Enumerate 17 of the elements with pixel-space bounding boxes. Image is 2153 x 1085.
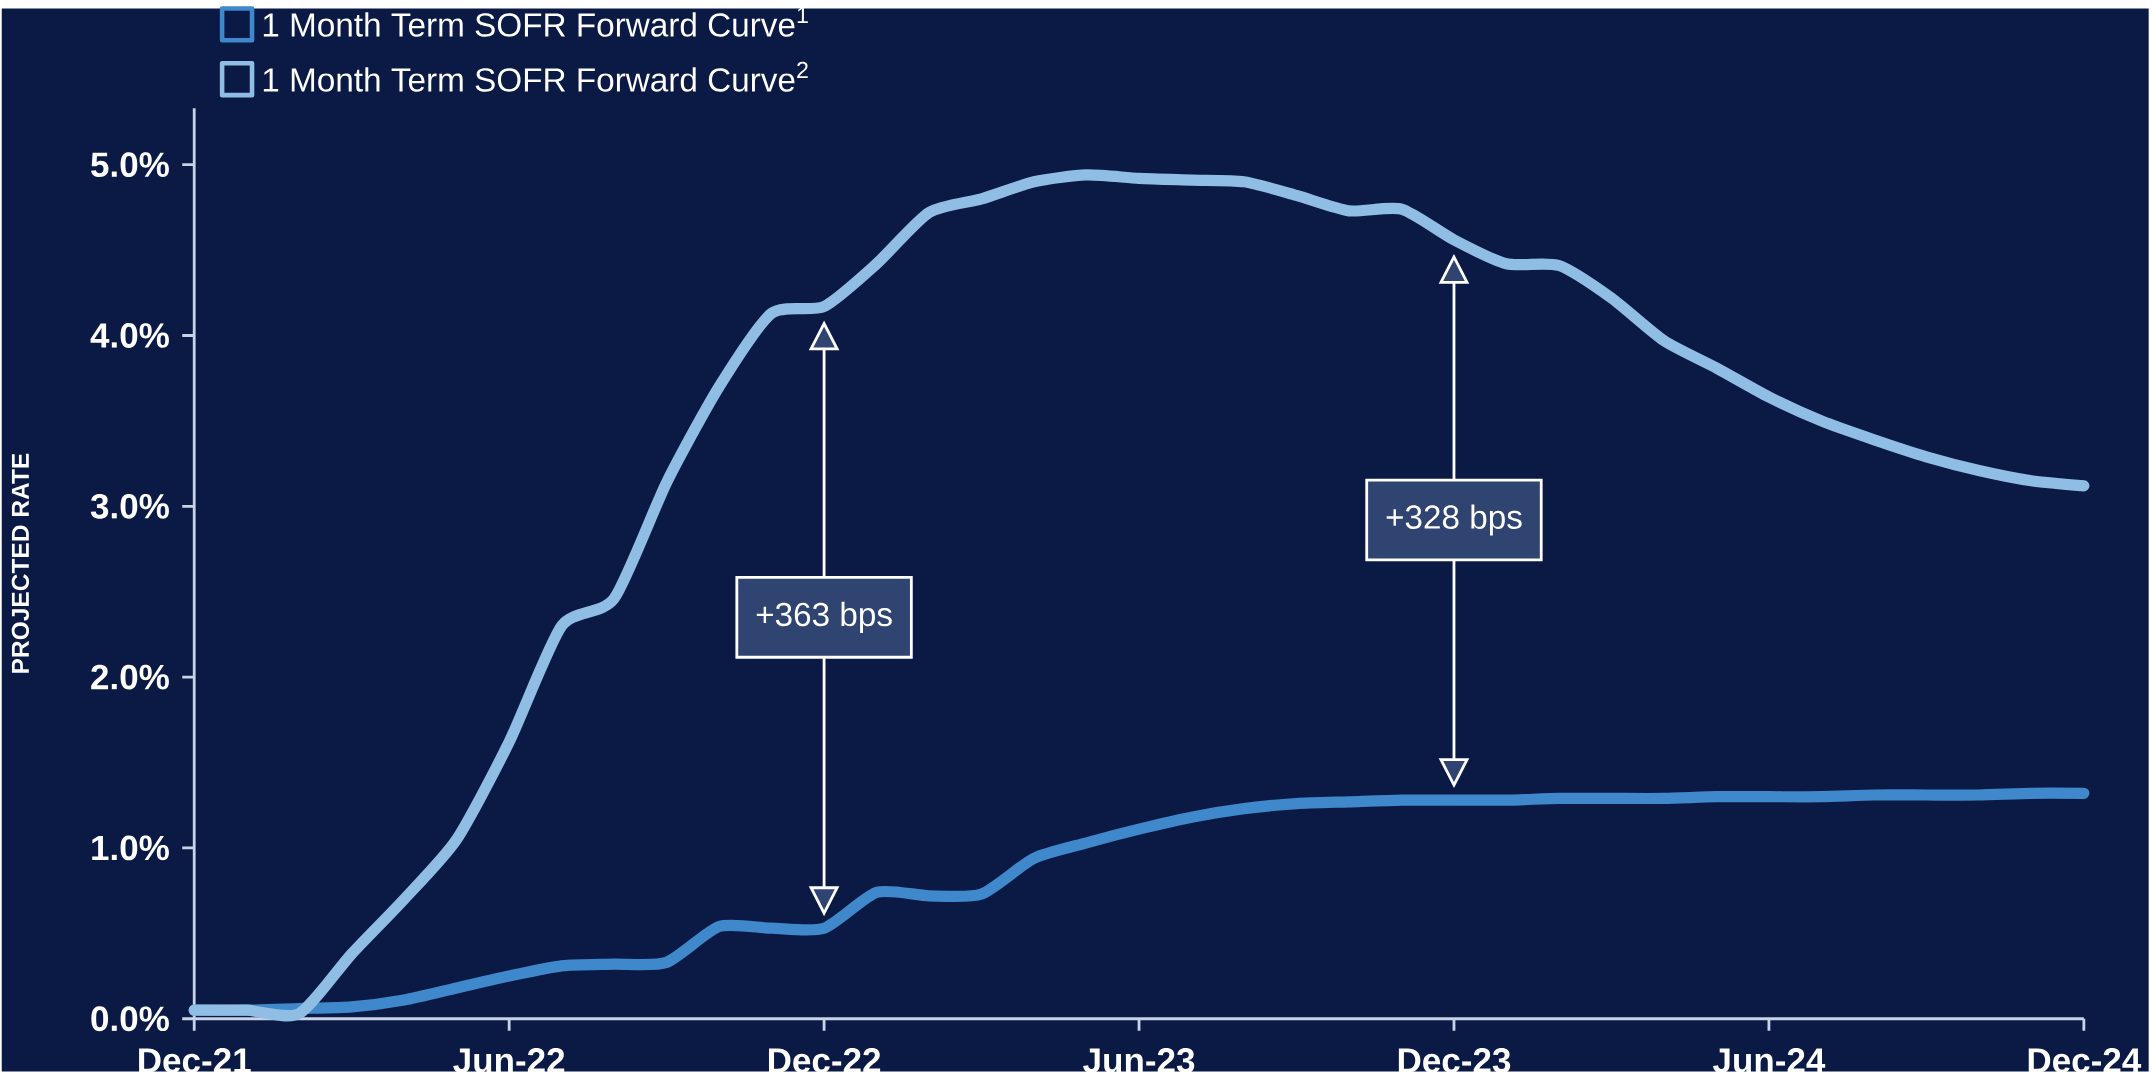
x-tick-label: Dec-22 [768,1048,881,1074]
x-tick-label: Dec-21 [139,1048,251,1074]
x-tick-label: Dec-23 [1398,1048,1511,1074]
y-tick-label: 2.0% [91,664,169,690]
legend-label: 1 Month Term SOFR Forward Curve$^{2}$ [263,61,808,92]
annotation: +328 bps [1386,504,1522,536]
y-tick-label: 3.0% [90,494,169,519]
x-tick-label: Jun-23 [1083,1048,1195,1074]
annotation: +363 bps [756,602,892,634]
x-tick-label: Dec-24 [2028,1048,2142,1074]
x-tick-label: Jun-24 [1712,1048,1826,1074]
y-axis-title: PROJECTED RATE [11,453,30,673]
y-tick-label: 4.0% [90,323,169,349]
y-tick-label: 1.0% [92,835,169,861]
y-tick-label: 0.0% [91,1006,169,1032]
x-tick-label: Jun-22 [453,1048,565,1074]
y-tick-label: 5.0% [91,152,169,178]
